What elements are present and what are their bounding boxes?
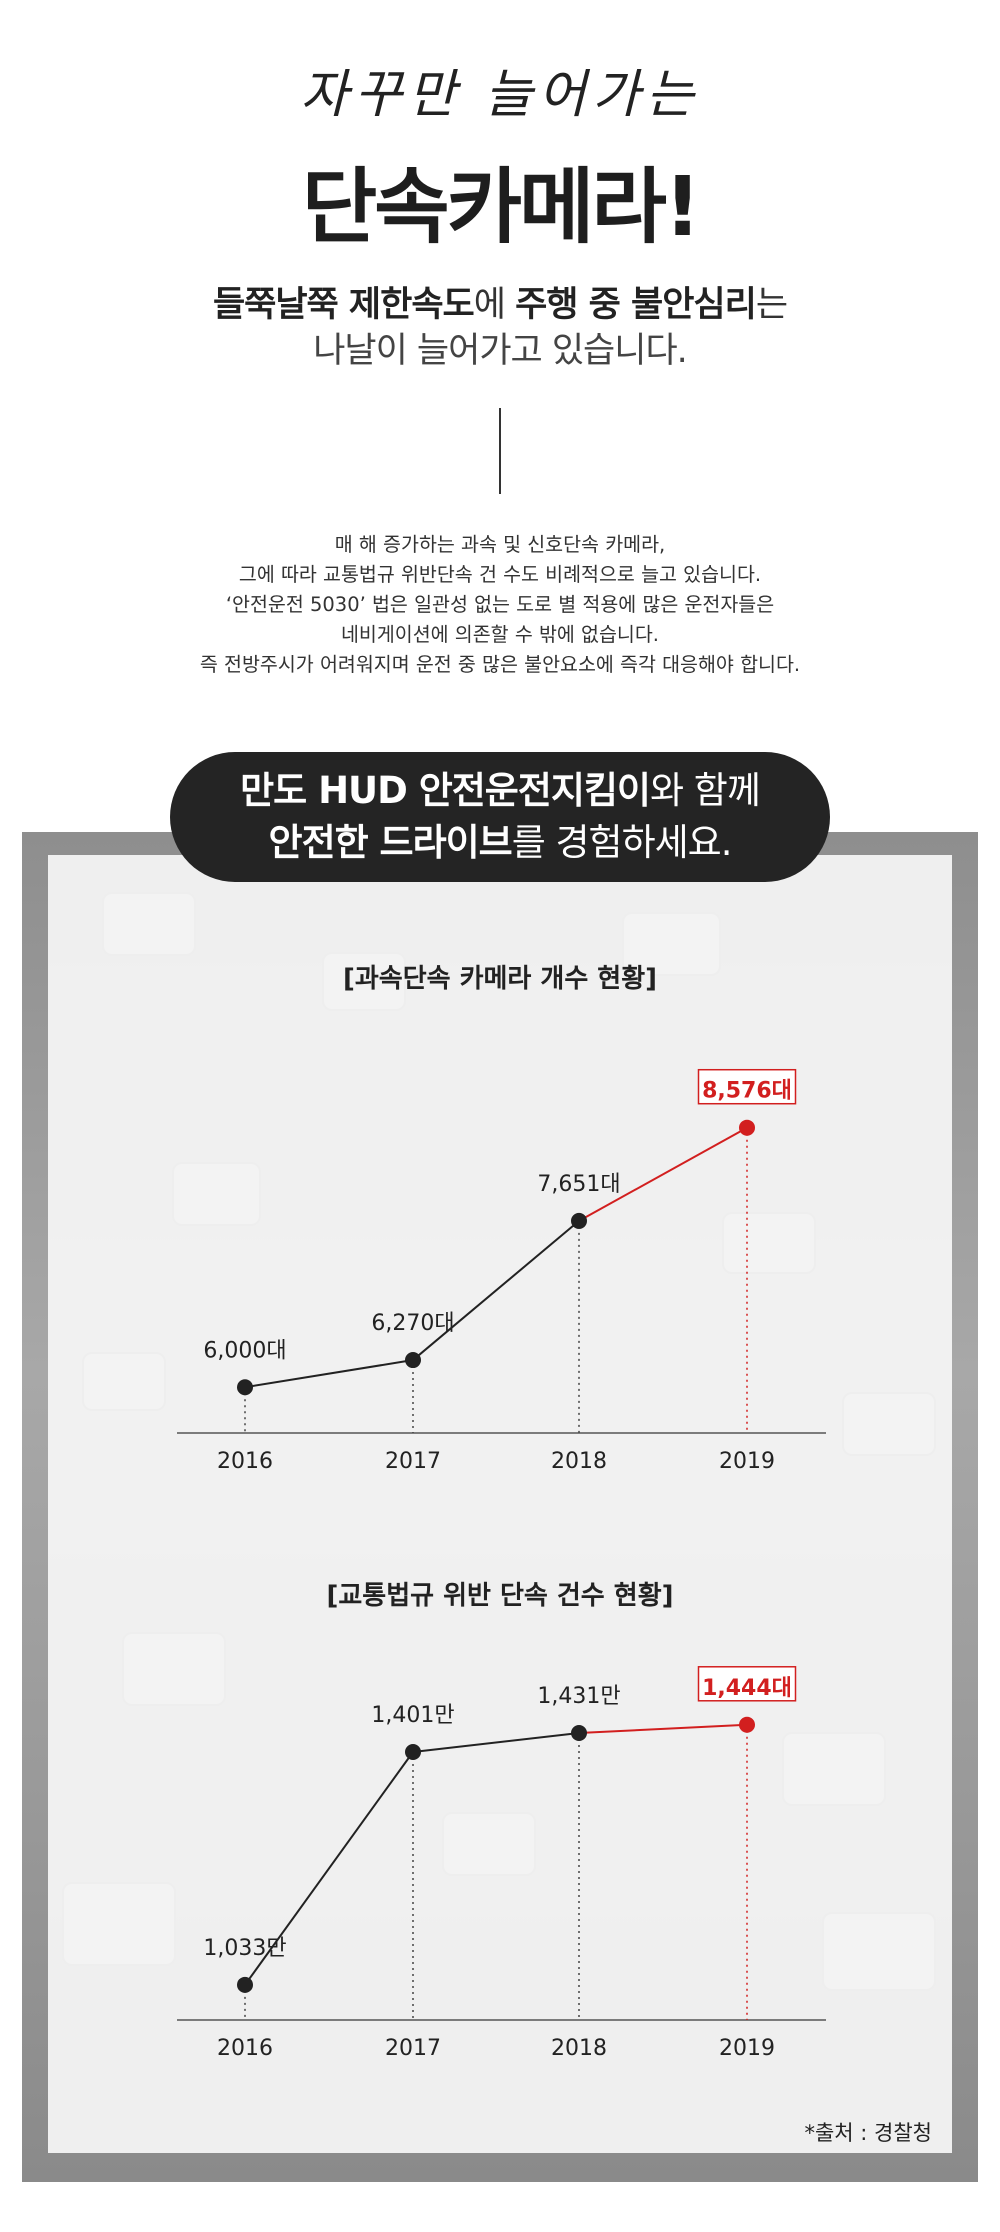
x-tick-label: 2018 [551, 2036, 607, 2061]
pill-rest-2: 를 경험하세요. [511, 821, 733, 864]
data-point [739, 1119, 755, 1136]
data-point [571, 1725, 587, 1742]
x-tick-label: 2016 [217, 2036, 273, 2061]
intro-paragraph: 매 해 증가하는 과속 및 신호단속 카메라, 그에 따라 교통법규 위반단속 … [0, 530, 1000, 680]
paragraph-line: 매 해 증가하는 과속 및 신호단속 카메라, [334, 533, 666, 556]
x-tick-label: 2019 [719, 2036, 775, 2061]
data-point [237, 1976, 253, 1993]
subtitle-mid: 에 [473, 285, 516, 325]
chart-2-title: [교통법규 위반 단속 건수 현황] [326, 1581, 674, 1611]
paragraph-line: 네비게이션에 의존할 수 밖에 없습니다. [340, 623, 660, 646]
series-segment [578, 1126, 748, 1222]
chart-1-title: [과속단속 카메라 개수 현황] [342, 964, 658, 994]
data-point [405, 1352, 421, 1369]
data-label: 1,401만 [371, 1703, 454, 1728]
pill-bold-2: 안전한 드라이브 [268, 821, 513, 864]
promo-pill: 만도 HUD 안전운전지킴이와 함께 안전한 드라이브를 경험하세요. [170, 752, 830, 882]
paragraph-line: ‘안전운전 5030’ 법은 일관성 없는 도로 별 적용에 많은 운전자들은 [225, 593, 775, 616]
data-label: 6,000대 [203, 1338, 286, 1363]
x-tick-label: 2017 [385, 2036, 441, 2061]
x-tick-label: 2019 [719, 1449, 775, 1474]
speed-camera-chart: 6,000대 2016 6,270대 2017 7,651대 2018 8,576대 2019 [177, 1068, 826, 1474]
highlight-label-box [697, 1666, 797, 1702]
paragraph-line: 즉 전방주시가 어려워지며 운전 중 많은 불안요소에 즉각 대응해야 합니다. [199, 653, 801, 676]
data-label: 7,651대 [537, 1172, 620, 1197]
x-tick-label: 2016 [217, 1449, 273, 1474]
source-note: *출처 : 경찰청 [804, 2121, 932, 2145]
data-label: 6,270대 [371, 1311, 454, 1336]
series-segment [244, 1359, 414, 1389]
data-point [405, 1743, 421, 1760]
data-label: 1,431만 [537, 1684, 620, 1709]
pill-rest-1: 와 함께 [649, 769, 761, 812]
subtitle-bold-2: 주행 중 불안심리 [515, 285, 757, 325]
pill-line-2: 안전한 드라이브를 경험하세요. [170, 817, 830, 869]
subtitle-line-1: 들쭉날쭉 제한속도에 주행 중 불안심리는 [0, 276, 1000, 327]
main-title: 단속카메라! [301, 160, 702, 255]
series-segment [578, 1723, 748, 1735]
data-point [571, 1212, 587, 1229]
subtitle-line-2: 나날이 늘어가고 있습니다. [313, 331, 688, 371]
subtitle-end: 는 [755, 285, 788, 325]
violation-count-chart: 1,033만 2016 1,401만 2017 1,431만 2018 1,444대 2019 [177, 1666, 826, 2061]
series-segment [412, 1732, 580, 1753]
divider-vertical [499, 408, 501, 494]
series-segment [412, 1220, 580, 1361]
data-label: 1,033만 [203, 1936, 286, 1961]
pill-bold-1: 만도 HUD 안전운전지킴이 [240, 769, 651, 812]
pill-line-1: 만도 HUD 안전운전지킴이와 함께 [170, 765, 830, 817]
x-tick-label: 2018 [551, 1449, 607, 1474]
data-label: 8,576대 [702, 1079, 792, 1104]
x-tick-label: 2017 [385, 1449, 441, 1474]
paragraph-line: 그에 따라 교통법규 위반단속 건 수도 비례적으로 늘고 있습니다. [238, 563, 762, 586]
data-point [237, 1379, 253, 1396]
data-point [739, 1716, 755, 1733]
subtitle-bold-1: 들쭉날쭉 제한속도 [212, 285, 475, 325]
chart-panel [48, 855, 952, 2153]
script-title: 자꾸만 늘어가는 [300, 65, 700, 125]
highlight-label-box [697, 1068, 797, 1105]
data-label: 1,444대 [702, 1676, 792, 1701]
series-segment [244, 1751, 414, 1986]
